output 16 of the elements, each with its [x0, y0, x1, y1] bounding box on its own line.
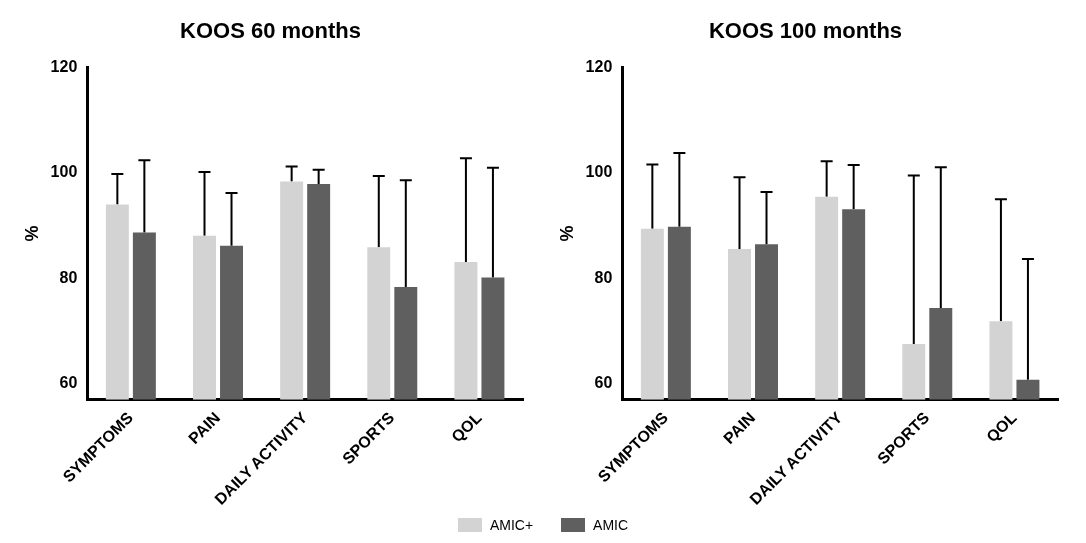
y-tick-label: 120	[50, 57, 78, 75]
y-axis-title: %	[21, 225, 42, 242]
chart-title: KOOS 60 months	[180, 18, 361, 44]
y-tick-label: 80	[594, 268, 613, 286]
y-axis-title: %	[556, 225, 577, 242]
x-tick-label: QOL	[983, 408, 1020, 446]
y-tick-label: 80	[59, 268, 78, 286]
y-tick-label: 60	[594, 374, 613, 392]
y-tick-label: 100	[585, 163, 613, 181]
x-tick-label: QOL	[448, 408, 485, 446]
legend-label: AMIC	[593, 517, 629, 533]
y-tick-label: 120	[585, 57, 613, 75]
chart-title: KOOS 100 months	[708, 18, 903, 44]
legend-label: AMIC+	[489, 517, 534, 533]
y-tick-label: 60	[59, 374, 78, 392]
y-tick-label: 100	[50, 163, 78, 181]
